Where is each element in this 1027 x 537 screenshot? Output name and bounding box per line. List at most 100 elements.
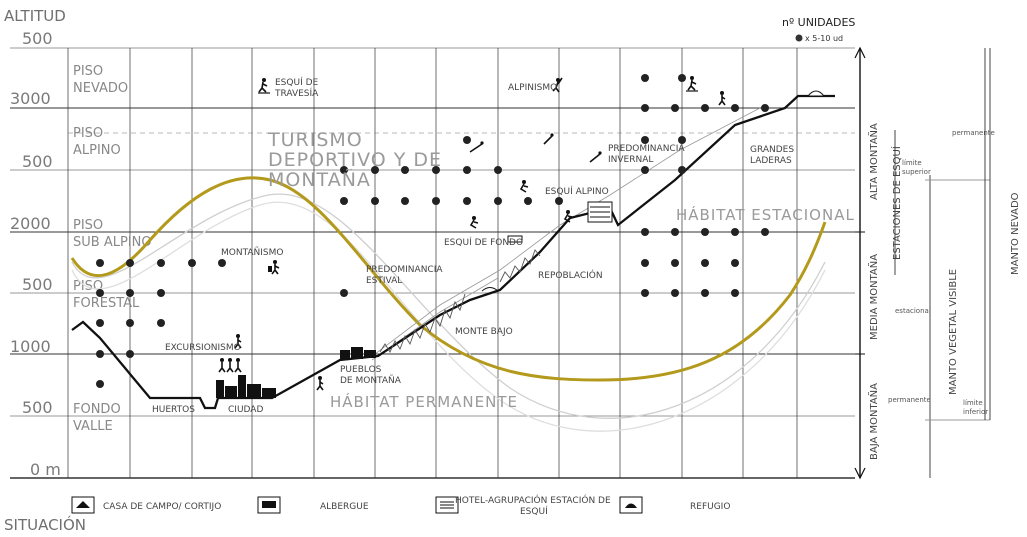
- y-tick: 3000: [10, 89, 51, 108]
- label-huertos: HUERTOS: [152, 405, 195, 415]
- label-grandes-laderas-1: GRANDES: [750, 145, 794, 155]
- skier-icon: [519, 180, 529, 193]
- label-predom-invernal-1: PREDOMINANCIA: [608, 144, 685, 154]
- side-baja-montana: BAJA MONTAÑA: [867, 383, 880, 460]
- right-panel: ALTA MONTAÑA MEDIA MONTAÑA BAJA MONTAÑA …: [854, 46, 1021, 480]
- unit-dot: [641, 104, 649, 112]
- unit-dot: [126, 289, 134, 297]
- side-manto-nevado: MANTO NEVADO: [1010, 192, 1021, 275]
- zone-fondo-valle-2: VALLE: [73, 419, 113, 434]
- ski-touring-icon: [258, 78, 270, 94]
- unit-dot: [157, 289, 165, 297]
- unit-dot: [432, 197, 440, 205]
- mountaineer-icon: [268, 260, 280, 275]
- label-pueblos-2: DE MONTAÑA: [340, 375, 402, 386]
- y-axis-title: ALTITUD: [4, 7, 66, 25]
- unit-dot: [401, 197, 409, 205]
- side-limite-superior-1: límite: [902, 159, 922, 167]
- legend-refugio-label: REFUGIO: [690, 502, 730, 512]
- y-tick: 500: [22, 152, 53, 171]
- label-esqui-alpino: ESQUÍ ALPINO: [545, 185, 609, 197]
- refuge-building: [806, 90, 826, 97]
- side-manto-vegetal: MANTO VEGETAL VISIBLE: [948, 269, 959, 395]
- skier-icon: [563, 210, 573, 223]
- vertical-grid: [67, 48, 798, 478]
- units-legend-title: nº UNIDADES: [782, 16, 855, 29]
- label-grandes-laderas-2: LADERAS: [750, 156, 792, 166]
- altitude-zones: PISO NEVADO PISO ALPINO PISO SUB ALPINO …: [73, 64, 152, 434]
- building-legend: CASA DE CAMPO/ CORTIJO ALBERGUE HOTEL-AG…: [71, 494, 730, 517]
- y-tick: 500: [22, 275, 53, 294]
- title-habitat-estacional: HÁBITAT ESTACIONAL: [676, 205, 855, 224]
- label-esqui-travesia-2: TRAVESÍA: [274, 87, 319, 99]
- ski-touring-icon: [686, 76, 698, 92]
- unit-dot: [463, 197, 471, 205]
- unit-dot: [678, 136, 686, 144]
- legend-casa-label: CASA DE CAMPO/ CORTIJO: [103, 502, 221, 512]
- unit-dot: [731, 228, 739, 236]
- shelter-icon: [262, 501, 276, 508]
- y-tick: 0 m: [30, 460, 61, 479]
- unit-dot: [371, 166, 379, 174]
- unit-dot: [701, 289, 709, 297]
- label-predom-estival-2: ESTIVAL: [366, 276, 402, 286]
- ski-jumper-icon: [469, 141, 484, 153]
- unit-dot: [641, 259, 649, 267]
- unit-dot: [641, 289, 649, 297]
- ski-jumper-icon: [589, 151, 602, 163]
- units-legend: nº UNIDADES x 5-10 ud: [782, 16, 855, 43]
- unit-dot: [126, 350, 134, 358]
- hiker-icon: [234, 334, 242, 349]
- unit-dot: [731, 289, 739, 297]
- label-predom-estival-1: PREDOMINANCIA: [366, 265, 443, 275]
- unit-dots: [96, 74, 769, 388]
- forest-sawtooth-high: [499, 249, 541, 283]
- side-limite-superior-2: superior: [902, 168, 931, 176]
- unit-dot: [641, 166, 649, 174]
- unit-dot: [126, 319, 134, 327]
- unit-dot: [641, 228, 649, 236]
- zone-fondo-valle-1: FONDO: [73, 402, 121, 417]
- label-esqui-fondo: ESQUÍ DE FONDO: [444, 236, 523, 248]
- arrow-up-icon: [854, 46, 866, 59]
- side-media-montana: MEDIA MONTAÑA: [867, 254, 880, 340]
- label-alpinismo: ALPINISMO: [508, 83, 557, 93]
- forest-sawtooth-low: [379, 293, 466, 353]
- side-estacional: estacional: [895, 307, 931, 315]
- unit-dot: [96, 380, 104, 388]
- unit-dot: [96, 350, 104, 358]
- zone-piso-nevado-1: PISO: [73, 64, 103, 79]
- ski-jumper-icon: [543, 133, 554, 145]
- side-limite-inferior-2: inferior: [963, 408, 988, 416]
- unit-dot: [494, 197, 502, 205]
- unit-dot: [126, 259, 134, 267]
- activity-labels: ESQUÍ DE TRAVESÍA ALPINISMO PREDOMINANCI…: [152, 76, 794, 415]
- side-alta-montana: ALTA MONTAÑA: [867, 123, 880, 200]
- side-limite-inferior-1: límite: [963, 399, 983, 407]
- climber-icon: [552, 77, 563, 93]
- ski-station-building: [587, 201, 613, 223]
- village-buildings: [340, 347, 376, 359]
- unit-dot: [678, 74, 686, 82]
- units-legend-label: x 5-10 ud: [805, 34, 843, 43]
- title-habitat-permanente: HÁBITAT PERMANENTE: [330, 392, 518, 411]
- label-excursionismo: EXCURSIONISMO: [165, 343, 241, 353]
- unit-dot: [678, 166, 686, 174]
- unit-dot: [731, 259, 739, 267]
- side-permanente-low: permanente: [888, 396, 931, 404]
- label-esqui-travesia-1: ESQUÍ DE: [275, 76, 319, 88]
- hut-building: [481, 287, 499, 292]
- zone-piso-nevado-2: NEVADO: [73, 81, 128, 96]
- label-predom-invernal-2: INVERNAL: [608, 155, 653, 165]
- units-legend-dot: [795, 34, 803, 42]
- unit-dot: [157, 319, 165, 327]
- y-tick: 500: [22, 29, 53, 48]
- x-axis-title: SITUACIÓN: [4, 515, 86, 533]
- unit-dot: [401, 166, 409, 174]
- refuge-icon: [625, 503, 637, 508]
- unit-dot: [761, 228, 769, 236]
- house-icon: [76, 501, 90, 508]
- unit-dot: [701, 228, 709, 236]
- y-tick: 1000: [10, 337, 51, 356]
